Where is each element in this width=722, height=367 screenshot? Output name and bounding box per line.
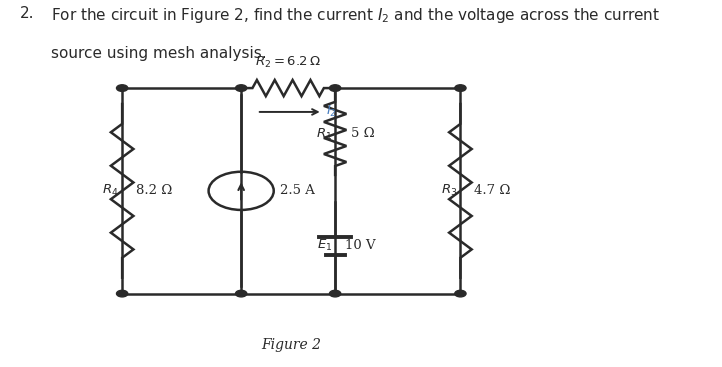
Text: 4.7 Ω: 4.7 Ω — [474, 184, 510, 197]
Circle shape — [329, 290, 341, 297]
Circle shape — [329, 85, 341, 91]
Text: $R_2 = 6.2\,\Omega$: $R_2 = 6.2\,\Omega$ — [256, 55, 321, 70]
Text: $R_3$: $R_3$ — [441, 183, 457, 199]
Circle shape — [455, 290, 466, 297]
Text: $R_1$: $R_1$ — [316, 126, 332, 142]
Text: $I_2$: $I_2$ — [326, 104, 336, 120]
Text: 2.: 2. — [20, 6, 35, 21]
Text: 8.2 Ω: 8.2 Ω — [136, 184, 172, 197]
Circle shape — [116, 85, 128, 91]
Text: 10 V: 10 V — [344, 239, 375, 252]
Circle shape — [116, 290, 128, 297]
Circle shape — [235, 85, 247, 91]
Circle shape — [455, 85, 466, 91]
Circle shape — [235, 290, 247, 297]
Text: 5 Ω: 5 Ω — [351, 127, 375, 141]
Text: source using mesh analysis.: source using mesh analysis. — [51, 46, 267, 61]
Text: $R_4$: $R_4$ — [103, 183, 119, 199]
Text: 2.5 A: 2.5 A — [280, 184, 315, 197]
Text: For the circuit in Figure 2, find the current $I_2$ and the voltage across the c: For the circuit in Figure 2, find the cu… — [51, 6, 661, 25]
Text: $E_1$: $E_1$ — [317, 238, 332, 254]
Text: Figure 2: Figure 2 — [261, 338, 321, 352]
